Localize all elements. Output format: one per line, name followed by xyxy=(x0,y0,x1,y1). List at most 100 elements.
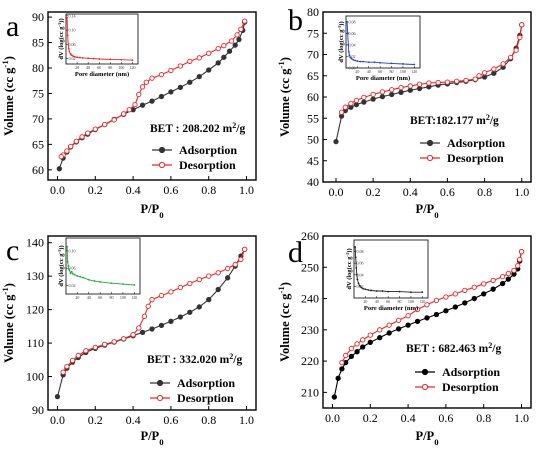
panel-letter: a xyxy=(6,10,19,43)
data-point-desorption xyxy=(145,303,151,309)
data-point-adsorption xyxy=(462,300,468,306)
data-point-desorption xyxy=(64,363,70,370)
panel-a: a 0.0 0.2 0.4 0.6 0.8 1.0 60 65 70 75 80 85 90 P/P0 Vol… xyxy=(0,10,257,220)
plot-frame xyxy=(47,235,257,411)
data-point-desorption xyxy=(426,80,432,86)
data-point-desorption xyxy=(238,256,244,263)
data-point-adsorption xyxy=(379,93,386,100)
y-tick-label: 40 xyxy=(307,175,319,189)
data-point-desorption xyxy=(143,79,149,85)
data-point-desorption xyxy=(83,348,89,354)
data-point-desorption xyxy=(242,246,248,253)
data-point-desorption xyxy=(187,280,193,287)
y-tick-label: 80 xyxy=(307,5,319,19)
data-point-desorption xyxy=(360,337,366,343)
data-point-adsorption xyxy=(168,318,174,324)
inset-point xyxy=(398,290,401,293)
inset-y-tick-label: 0.08 xyxy=(357,249,364,254)
inset-curve xyxy=(346,21,415,65)
inset-y-tick-label: 0.06 xyxy=(357,261,364,266)
inset-point xyxy=(347,50,350,53)
inset-point xyxy=(347,43,350,46)
y-tick-label: 50 xyxy=(307,133,319,147)
data-point-desorption xyxy=(471,284,477,290)
data-point-adsorption xyxy=(471,295,477,302)
inset-y-tick-label: 0.02 xyxy=(69,283,76,288)
x-tick-label: 0.2 xyxy=(363,411,378,425)
y-axis-title: Volume (cc g-1) xyxy=(276,282,292,362)
inset-y-tick-label: 0.02 xyxy=(69,56,76,61)
data-point-desorption xyxy=(141,313,148,319)
data-point-desorption xyxy=(60,369,66,375)
data-point-adsorption xyxy=(215,60,221,66)
data-point-desorption xyxy=(481,281,487,287)
legend-entry: Desorption xyxy=(442,380,499,394)
data-point-desorption xyxy=(64,148,70,154)
data-point-desorption xyxy=(515,263,521,269)
data-point-desorption xyxy=(139,84,146,90)
inset-point xyxy=(109,58,112,61)
inset-point xyxy=(355,266,358,269)
data-point-adsorption xyxy=(215,286,221,293)
data-point-desorption xyxy=(126,107,132,113)
data-point-desorption xyxy=(75,352,81,359)
data-point-desorption xyxy=(196,276,202,283)
x-tick-label: 0.4 xyxy=(126,183,141,197)
inset-point xyxy=(120,58,123,61)
data-point-adsorption xyxy=(443,308,449,314)
inset-point xyxy=(356,278,359,281)
data-point-desorption xyxy=(149,296,155,303)
data-point-desorption xyxy=(69,357,76,364)
x-tick-label: 0.4 xyxy=(403,185,418,199)
data-point-desorption xyxy=(136,325,142,331)
legend-marker xyxy=(421,368,429,376)
data-point-adsorption xyxy=(339,366,345,372)
inset-y-title: dV (log(cc g-1)) xyxy=(345,248,354,289)
inset-point xyxy=(390,62,393,65)
data-point-adsorption xyxy=(224,275,231,281)
data-point-adsorption xyxy=(331,394,337,400)
legend-marker xyxy=(426,139,434,147)
data-point-desorption xyxy=(348,100,354,107)
inset-x-tick-label: 80 xyxy=(398,299,402,304)
inset-point xyxy=(66,245,69,248)
legend-marker xyxy=(156,394,164,402)
x-tick-label: 0.4 xyxy=(401,411,416,425)
data-point-desorption xyxy=(111,339,117,345)
inset-point xyxy=(362,287,365,290)
data-point-desorption xyxy=(187,58,193,65)
inset-x-tick-label: 120 xyxy=(411,69,417,74)
inset-point xyxy=(131,59,134,61)
y-tick-label: 70 xyxy=(32,112,44,126)
inset-y-title: dV (log(cc g-1)) xyxy=(57,245,66,286)
panel-letter: d xyxy=(288,236,303,269)
inset-point xyxy=(69,52,72,55)
data-point-desorption xyxy=(68,143,74,150)
data-point-adsorption xyxy=(370,96,376,102)
y-tick-label: 240 xyxy=(301,292,319,306)
plot-frame xyxy=(322,235,532,409)
inset-point xyxy=(70,270,73,273)
data-point-desorption xyxy=(215,46,221,52)
data-point-adsorption xyxy=(168,89,174,95)
y-tick-label: 60 xyxy=(32,163,44,177)
legend-marker xyxy=(421,383,429,391)
inset-point xyxy=(387,290,390,293)
inset-point xyxy=(356,60,359,62)
inset-point xyxy=(66,16,69,19)
data-point-desorption xyxy=(354,341,360,347)
legend-marker xyxy=(158,161,166,169)
inset-y-tick-label: 0.10 xyxy=(69,248,76,253)
data-point-desorption xyxy=(386,322,392,328)
x-axis-title: P/P0 xyxy=(415,429,439,447)
inset-point xyxy=(358,284,361,287)
x-axis-title: P/P0 xyxy=(415,202,439,220)
legend-entry: Desorption xyxy=(447,151,504,165)
data-point-desorption xyxy=(414,306,421,313)
data-point-adsorption xyxy=(405,322,411,328)
data-point-desorption xyxy=(433,297,440,304)
inset-point xyxy=(110,282,113,285)
data-point-desorption xyxy=(481,70,488,76)
